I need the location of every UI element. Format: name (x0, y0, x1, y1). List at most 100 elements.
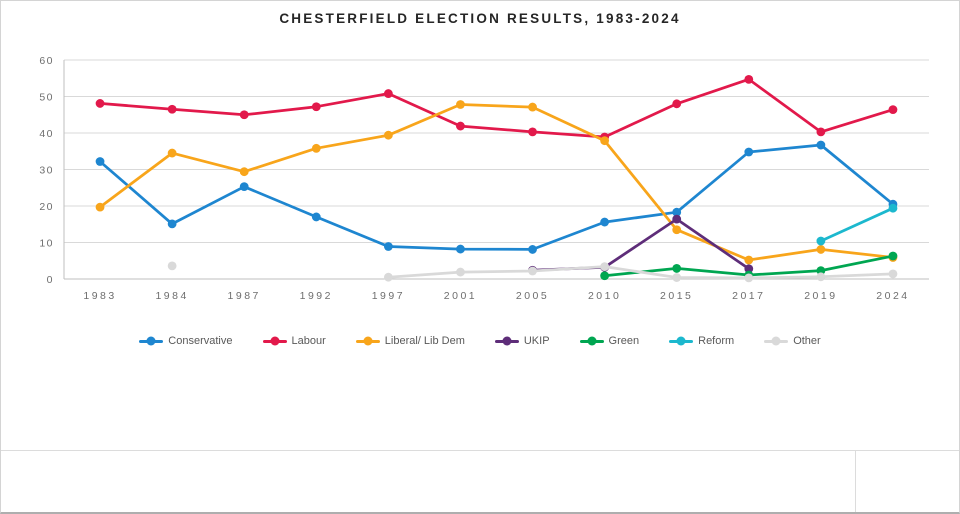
data-point (311, 143, 321, 153)
data-point (239, 167, 249, 177)
data-point (744, 273, 754, 283)
legend-dot-icon (363, 336, 373, 346)
data-point (888, 251, 898, 261)
data-point (672, 273, 682, 282)
legend-marker-icon (669, 336, 694, 346)
legend-item-green[interactable]: Green (579, 335, 640, 347)
series-line-reform[interactable] (819, 206, 895, 243)
data-point (95, 202, 105, 212)
x-axis-tick-label: 2019 (804, 290, 837, 302)
data-point (672, 225, 682, 235)
legend-label: Green (608, 335, 640, 347)
legend-marker-icon (764, 336, 789, 346)
legend-dot-icon (587, 336, 597, 346)
data-point (456, 121, 465, 131)
data-point (816, 272, 826, 282)
data-point (456, 267, 465, 277)
legend-label: UKIP (523, 335, 550, 347)
y-axis-tick-label: 0 (47, 274, 54, 286)
legend-dot-icon (771, 336, 781, 346)
legend-dot-icon (676, 336, 686, 346)
legend-item-labour[interactable]: Labour (262, 335, 326, 347)
data-point (239, 182, 249, 192)
legend-label: Liberal/ Lib Dem (384, 335, 465, 347)
data-point (672, 214, 682, 224)
series-line-liberal-lib-dem[interactable] (98, 103, 895, 262)
legend-dot-icon (270, 336, 279, 346)
data-point (600, 136, 610, 146)
series-line-labour[interactable] (98, 77, 895, 139)
x-axis-tick-label: 2015 (660, 290, 693, 302)
data-point (528, 245, 537, 254)
data-point (744, 264, 754, 274)
x-axis-tick-label: 1992 (300, 290, 333, 302)
data-point (167, 148, 177, 158)
legend-marker-icon (355, 336, 380, 346)
x-axis-tick-label: 2024 (876, 290, 909, 302)
data-point (528, 102, 537, 112)
legend-dot-icon (502, 336, 512, 346)
data-point (888, 105, 898, 115)
data-point (816, 127, 826, 137)
data-point (600, 262, 610, 271)
data-point (816, 236, 826, 246)
x-axis-tick-label: 1983 (83, 290, 116, 302)
x-axis-tick-label: 2010 (588, 290, 621, 302)
y-axis-tick-label: 10 (39, 238, 54, 250)
legend-label: Other (793, 335, 821, 347)
data-point (816, 140, 826, 150)
legend-marker-icon (139, 336, 164, 346)
x-axis-tick-label: 1984 (155, 290, 188, 302)
data-point (888, 269, 898, 279)
legend-label: Reform (698, 335, 735, 347)
x-axis-tick-label: 1997 (372, 290, 405, 302)
data-point (456, 100, 465, 109)
legend-item-ukip[interactable]: UKIP (494, 335, 550, 347)
legend-marker-icon (262, 336, 287, 346)
y-axis-tick-label: 40 (39, 128, 54, 140)
data-point (95, 99, 105, 108)
legend-label: Conservative (168, 335, 233, 347)
data-point (744, 255, 754, 265)
chart-title: CHESTERFIELD ELECTION RESULTS, 1983-2024 (279, 11, 681, 26)
x-axis-tick-label: 2005 (516, 290, 549, 302)
legend-item-liberal-lib-dem[interactable]: Liberal/ Lib Dem (355, 335, 465, 347)
data-point (816, 266, 826, 276)
data-point (744, 147, 754, 157)
series-line-conservative[interactable] (98, 143, 895, 251)
sheet-gridline-horizontal (1, 450, 959, 451)
data-point (383, 89, 393, 98)
legend-item-conservative[interactable]: Conservative (139, 335, 233, 347)
data-point (311, 102, 321, 112)
data-point (600, 217, 610, 227)
data-point (167, 261, 177, 271)
series-line-other[interactable] (387, 265, 895, 280)
data-point (95, 157, 105, 166)
y-axis-tick-label: 30 (39, 165, 54, 177)
data-point (167, 104, 177, 114)
data-point (383, 242, 393, 251)
y-axis-tick-label: 50 (39, 92, 54, 104)
y-axis-tick-label: 20 (39, 201, 54, 213)
data-point (383, 130, 393, 140)
data-point (239, 110, 249, 120)
data-point (528, 127, 537, 137)
chart-legend: Conservative Labour Liberal/ Lib Dem UKIP Gr… (1, 335, 959, 347)
legend-item-reform[interactable]: Reform (669, 335, 734, 347)
legend-marker-icon (494, 336, 519, 346)
legend-dot-icon (146, 336, 156, 346)
data-point (888, 203, 898, 213)
legend-item-other[interactable]: Other (764, 335, 821, 347)
y-axis-tick-label: 60 (39, 55, 54, 67)
chart-plot-area: 0 10 20 30 40 50 60 1983 1984 1987 1992 1997 2001 200… (39, 55, 929, 302)
data-point (672, 99, 682, 109)
data-point (672, 207, 682, 217)
series-line-ukip[interactable] (531, 217, 751, 272)
data-point (744, 74, 754, 84)
legend-marker-icon (579, 336, 604, 346)
x-axis-tick-label: 2017 (732, 290, 765, 302)
data-point (383, 272, 393, 282)
data-point (167, 219, 177, 229)
data-point (311, 212, 321, 222)
